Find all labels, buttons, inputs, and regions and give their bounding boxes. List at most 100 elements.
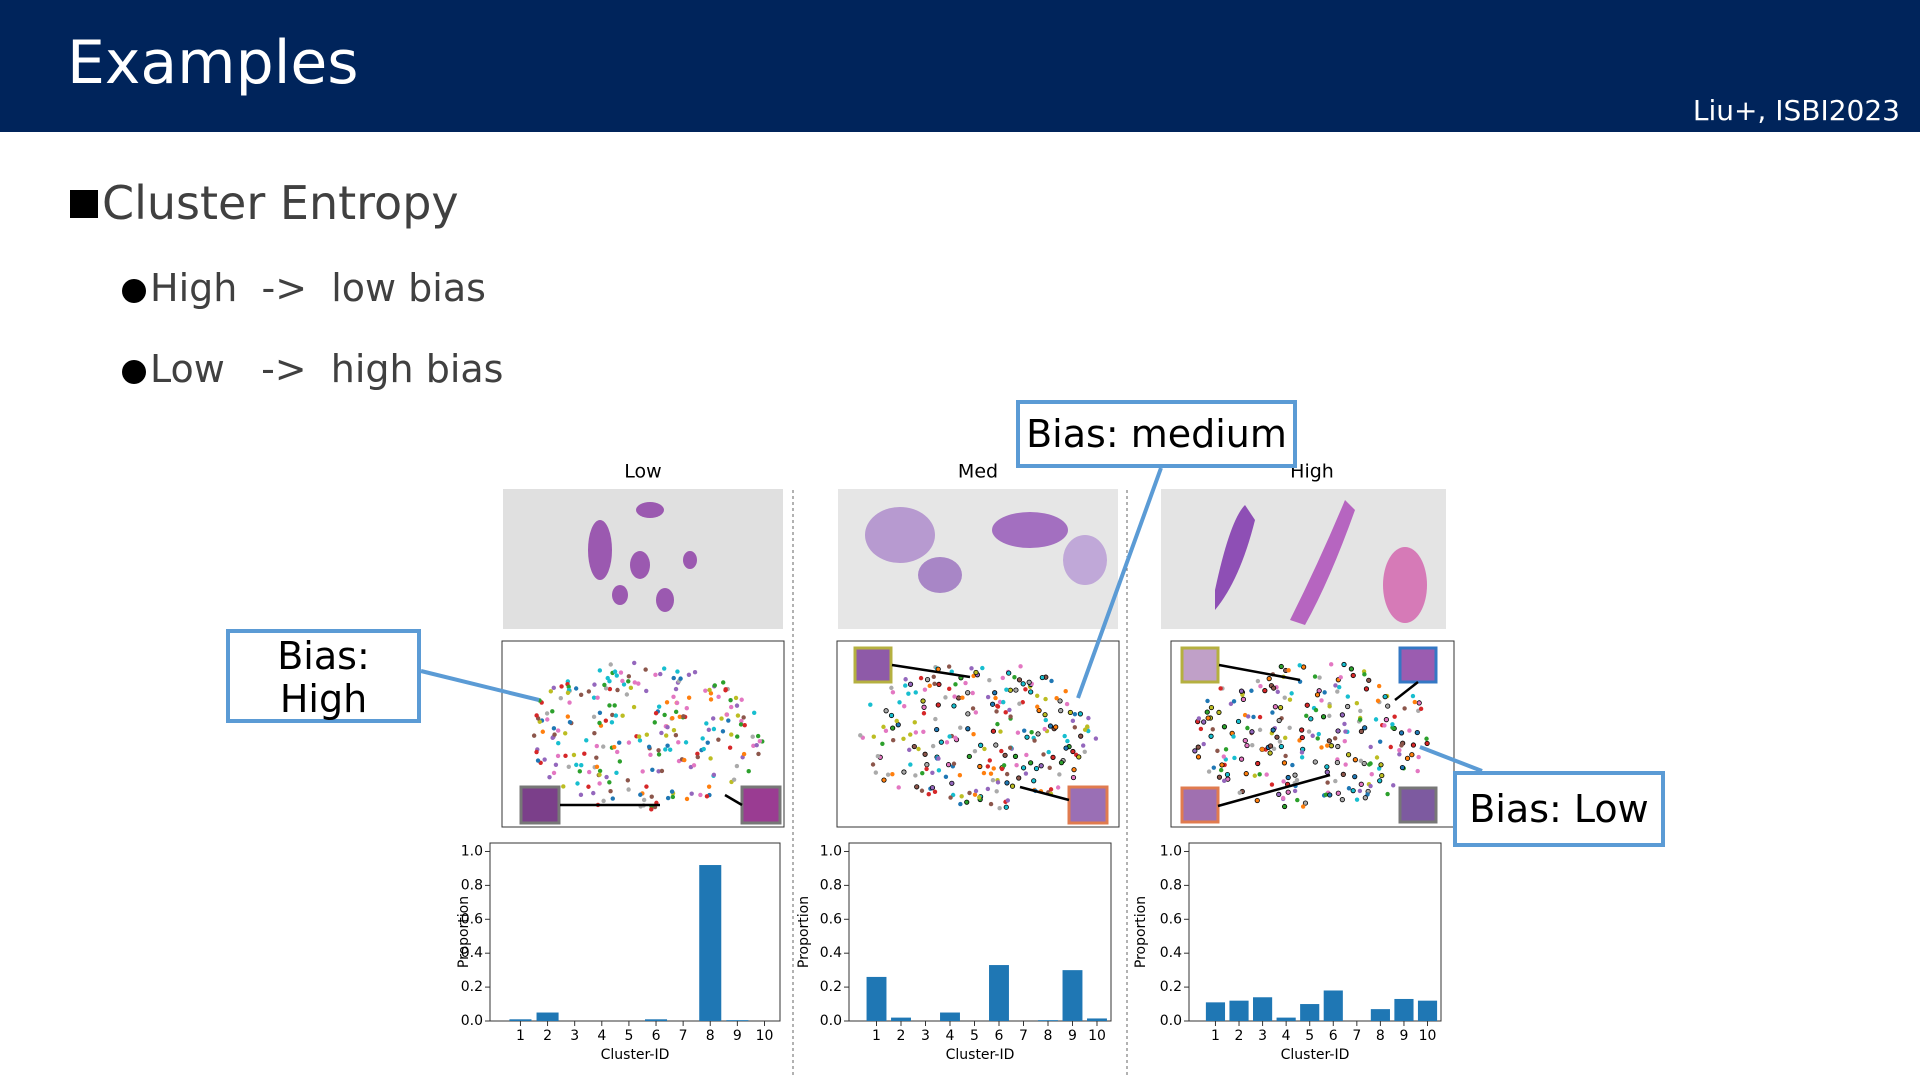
chart-title: High [1290, 461, 1334, 483]
decor-dot [1285, 774, 1291, 781]
decor-dot [534, 713, 539, 718]
decor-dot [1054, 695, 1059, 701]
decor-dot [953, 735, 958, 741]
decor-dot [665, 795, 671, 801]
decor-dot [681, 714, 686, 719]
decor-dot [1361, 760, 1367, 767]
x-tick-label: 1 [1211, 1028, 1220, 1044]
decor-dot [1211, 765, 1217, 770]
decor-dot [1379, 772, 1385, 779]
bullet: High -> low bias [150, 266, 486, 310]
decor-dot [594, 755, 599, 760]
decor-dot [1038, 763, 1044, 769]
decor-dot [1377, 739, 1383, 744]
decor-dot [965, 726, 971, 732]
decor-dot [662, 712, 667, 718]
decor-dot [1390, 722, 1395, 727]
decor-dot [951, 703, 957, 709]
decor-dot [755, 733, 761, 739]
decor-dot [1283, 735, 1288, 741]
decor-dot [922, 751, 928, 757]
decor-dot [1240, 696, 1247, 702]
decor-dot [938, 739, 944, 745]
decor-dot [729, 732, 734, 737]
decor-dot [1208, 733, 1214, 739]
decor-dot [1277, 705, 1284, 711]
decor-dot [953, 682, 958, 687]
decor-dot [1249, 729, 1255, 735]
decor-dot [924, 762, 930, 768]
decor-dot [890, 738, 896, 743]
decor-dot [1375, 698, 1381, 704]
decor-dot [565, 690, 571, 696]
decor-dot [601, 798, 606, 804]
decor-dot [575, 781, 580, 786]
bar [866, 976, 887, 1021]
decor-dot [1409, 752, 1415, 758]
decor-dot [626, 740, 632, 745]
decor-dot [597, 710, 603, 715]
decor-dot [907, 747, 912, 753]
decor-dot [578, 692, 584, 697]
decor-dot [1014, 762, 1019, 768]
decor-dot [1065, 738, 1070, 744]
decor-dot [959, 794, 964, 799]
decor-dot [1016, 677, 1023, 683]
decor-dot [597, 781, 602, 786]
decor-dot [752, 710, 757, 715]
decor-dot [607, 686, 613, 692]
decor-dot [1287, 725, 1292, 730]
decor-dot [671, 675, 676, 681]
decor-dot [1204, 709, 1210, 715]
decor-dot [1328, 662, 1334, 667]
y-tick-label: 0.2 [461, 979, 483, 995]
decor-dot [1050, 754, 1056, 760]
decor-dot [669, 789, 675, 794]
decor-dot [1062, 733, 1067, 739]
decor-dot [1031, 778, 1037, 784]
decor-dot [656, 769, 661, 774]
decor-dot [1368, 783, 1373, 789]
decor-dot [656, 752, 662, 757]
x-tick-label: 2 [543, 1028, 552, 1044]
decor-dot [1385, 791, 1390, 797]
decor-dot [1285, 789, 1291, 795]
decor-dot [1299, 734, 1305, 741]
decor-dot [1398, 730, 1405, 736]
decor-dot [1404, 755, 1411, 761]
decor-dot [665, 743, 670, 748]
decor-dot [620, 678, 625, 684]
decor-dot [1416, 700, 1422, 706]
decor-dot [757, 739, 763, 744]
decor-dot [1016, 775, 1022, 781]
decor-dot [858, 733, 863, 738]
decor-dot [1312, 674, 1318, 679]
decor-dot [870, 762, 876, 767]
decor-dot [1238, 688, 1245, 694]
x-tick-label: 2 [1235, 1028, 1244, 1044]
decor-dot [1036, 707, 1042, 714]
decor-dot [972, 748, 978, 754]
decor-dot [558, 695, 563, 701]
decor-dot [1257, 772, 1262, 777]
decor-dot [976, 795, 982, 800]
decor-dot [1221, 778, 1227, 784]
decor-dot [1382, 694, 1388, 700]
x-tick-label: 5 [970, 1028, 979, 1044]
decor-dot [684, 705, 689, 711]
decor-dot [646, 744, 652, 749]
chart-title: Med [958, 461, 998, 483]
decor-dot [901, 769, 907, 775]
y-axis-label: Proportion [456, 896, 472, 968]
decor-dot [912, 720, 917, 725]
scatter-decoration [531, 660, 1430, 812]
decor-dot [673, 709, 679, 715]
decor-dot [1003, 710, 1008, 715]
decor-dot [1337, 684, 1342, 690]
decor-dot [649, 807, 654, 812]
decor-dot [1339, 712, 1345, 718]
decor-dot [1020, 765, 1027, 771]
decor-dot [881, 777, 887, 783]
decor-dot [1385, 703, 1391, 709]
decor-dot [1350, 672, 1356, 679]
